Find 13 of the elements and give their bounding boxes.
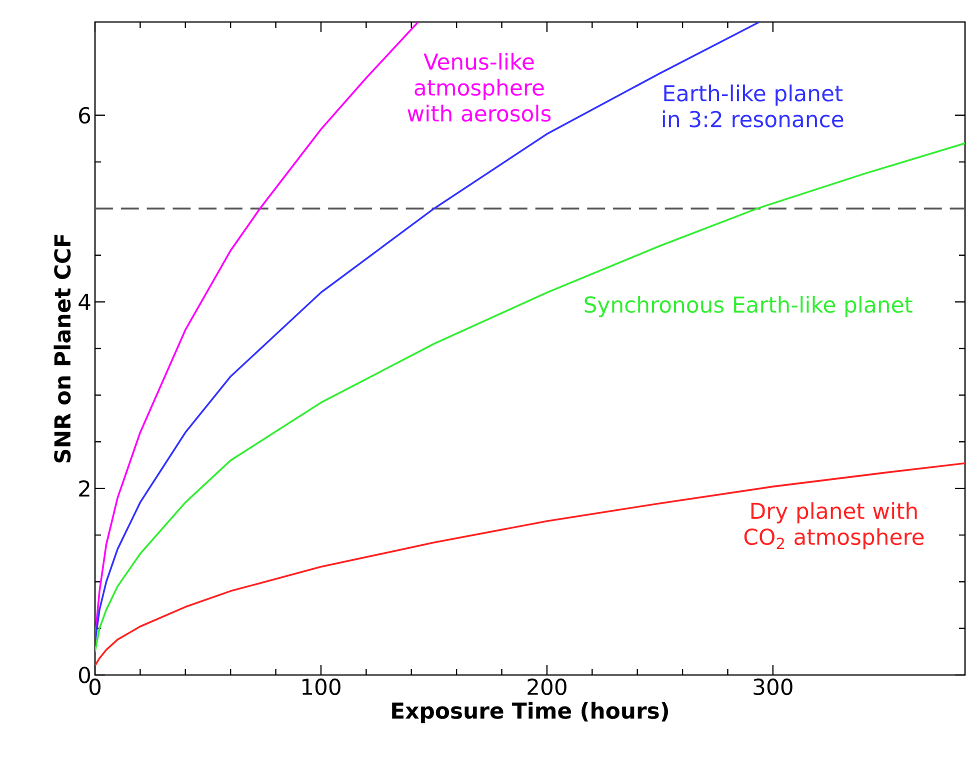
y-tick-label: 4 bbox=[78, 294, 90, 310]
y-tick-label: 2 bbox=[79, 480, 90, 497]
series-label: Earth-like planet in 3:2 resonance bbox=[662, 84, 844, 128]
y-axis-title: SNR on Planet CCF bbox=[54, 234, 71, 462]
y-tick-label: 0 bbox=[78, 666, 90, 684]
x-tick-label: 300 bbox=[754, 678, 792, 696]
x-axis-title: Exposure Time (hours) bbox=[392, 702, 668, 724]
series-label: Synchronous Earth-like planet bbox=[584, 296, 912, 318]
x-tick-label: 200 bbox=[528, 678, 566, 696]
y-tick-label: 6 bbox=[79, 107, 90, 124]
series-label: Venus-like atmosphere with aerosols bbox=[408, 52, 551, 122]
x-tick-label: 100 bbox=[302, 678, 340, 696]
series-label: Dry planet with CO$_{2}$ atmosphere bbox=[744, 502, 924, 550]
